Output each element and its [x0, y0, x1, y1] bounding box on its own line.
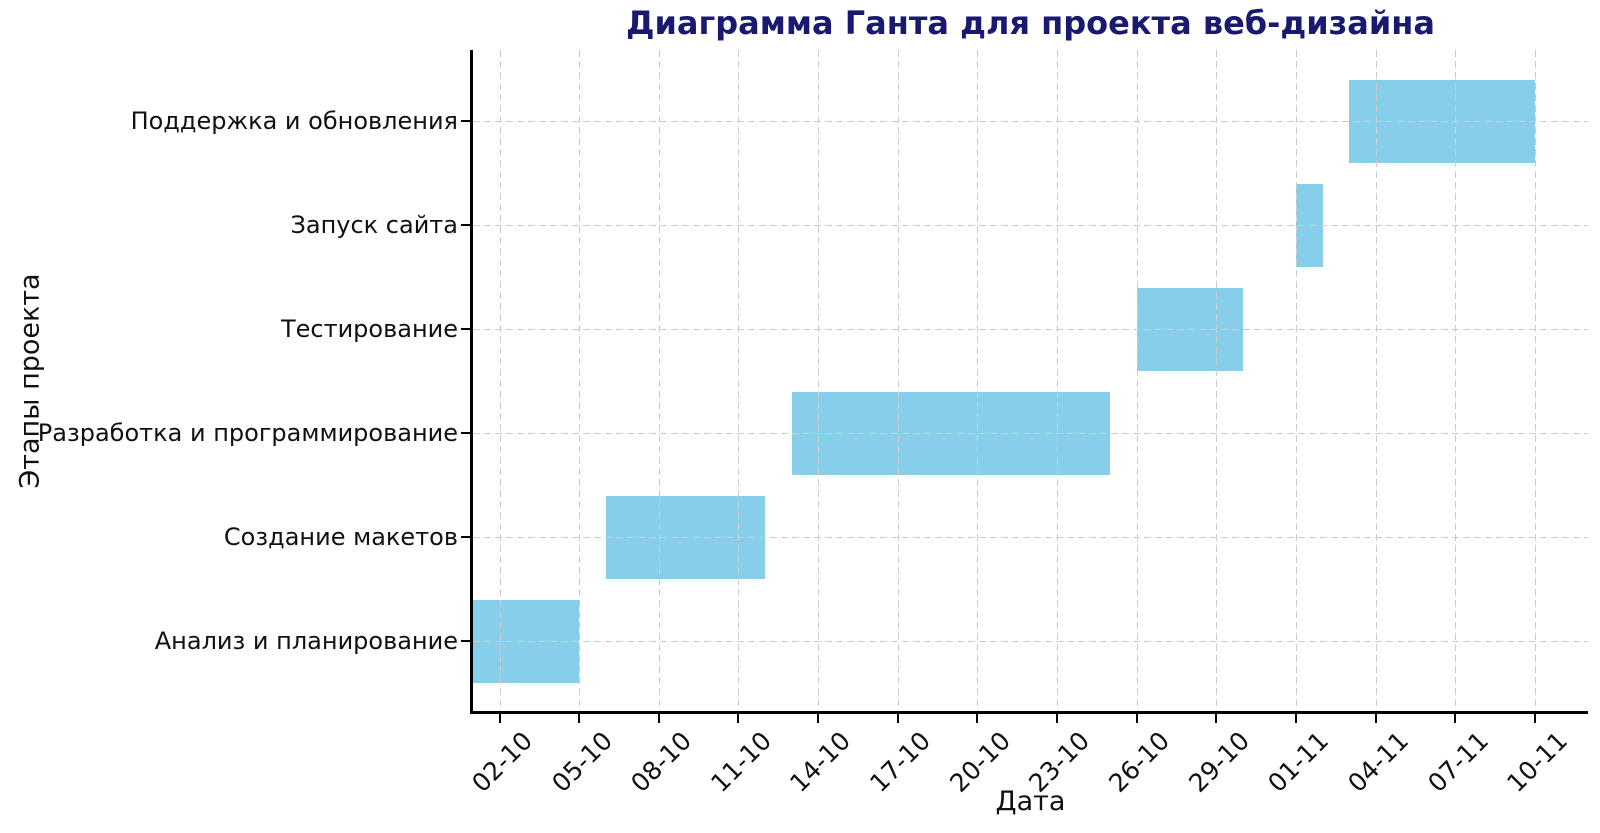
x-tick-mark — [737, 714, 740, 723]
vertical-gridline — [1534, 50, 1536, 711]
vertical-gridline — [1216, 50, 1218, 711]
x-tick-mark — [896, 714, 899, 723]
vertical-gridline — [1455, 50, 1457, 711]
x-tick-mark — [1454, 714, 1457, 723]
x-tick-mark — [1374, 714, 1377, 723]
vertical-gridline — [818, 50, 820, 711]
y-tick-mark — [461, 328, 470, 330]
y-tick-mark — [461, 120, 470, 122]
y-tick-label: Тестирование — [280, 315, 458, 343]
x-tick-mark — [1533, 714, 1536, 723]
x-tick-mark — [1135, 714, 1138, 723]
y-tick-mark — [461, 224, 470, 226]
horizontal-gridline — [473, 121, 1588, 122]
y-tick-label: Анализ и планирование — [154, 627, 458, 655]
y-tick-mark — [461, 640, 470, 642]
vertical-gridline — [499, 50, 501, 711]
x-tick-mark — [657, 714, 660, 723]
vertical-gridline — [1295, 50, 1297, 711]
y-tick-label: Поддержка и обновления — [130, 107, 458, 135]
x-tick-mark — [1294, 714, 1297, 723]
horizontal-gridline — [473, 641, 1588, 642]
vertical-gridline — [1057, 50, 1059, 711]
y-tick-label: Запуск сайта — [290, 211, 459, 239]
chart-title: Диаграмма Ганта для проекта веб-дизайна — [626, 4, 1435, 42]
y-tick-label: Разработка и программирование — [37, 419, 458, 447]
x-axis-spine — [470, 711, 1588, 714]
y-tick-label: Создание макетов — [223, 523, 458, 551]
x-axis-title: Дата — [995, 786, 1066, 817]
x-tick-mark — [1215, 714, 1218, 723]
y-tick-mark — [461, 536, 470, 538]
x-tick-mark — [578, 714, 581, 723]
horizontal-gridline — [473, 433, 1588, 434]
x-tick-mark — [976, 714, 979, 723]
horizontal-gridline — [473, 329, 1588, 330]
x-tick-mark — [498, 714, 501, 723]
vertical-gridline — [1136, 50, 1138, 711]
horizontal-gridline — [473, 225, 1588, 226]
vertical-gridline — [1375, 50, 1377, 711]
y-axis-spine — [470, 50, 473, 714]
horizontal-gridline — [473, 537, 1588, 538]
x-tick-mark — [817, 714, 820, 723]
y-tick-mark — [461, 432, 470, 434]
x-tick-mark — [1056, 714, 1059, 723]
y-axis-title: Этапы проекта — [14, 273, 46, 489]
vertical-gridline — [977, 50, 979, 711]
vertical-gridline — [897, 50, 899, 711]
vertical-gridline — [579, 50, 581, 711]
vertical-gridline — [658, 50, 660, 711]
plot-area: 02-10 05-10 08-10 11-10 14-10 17-10 20-10 23-10… — [461, 50, 1588, 798]
vertical-gridline — [738, 50, 740, 711]
